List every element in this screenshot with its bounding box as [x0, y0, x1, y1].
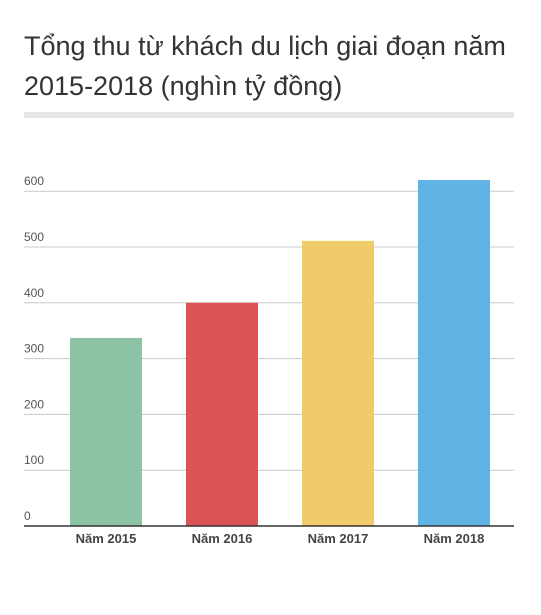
bar-1	[70, 337, 142, 526]
title-divider	[24, 112, 514, 118]
chart-title: Tổng thu từ khách du lịch giai đoạn năm …	[24, 31, 506, 101]
y-tick-label-0: 0	[24, 509, 31, 523]
bar-2	[186, 302, 258, 526]
x-tick-label-3: Năm 2017	[308, 531, 369, 546]
y-tick-label-200: 200	[24, 397, 44, 411]
category-labels: Năm 2015 Năm 2016 Năm 2017 Năm 2018	[24, 525, 514, 546]
x-tick-label-2: Năm 2016	[192, 531, 253, 546]
y-tick-label-300: 300	[24, 342, 44, 356]
x-tick-label-4: Năm 2018	[424, 531, 485, 546]
y-tick-label-100: 100	[24, 453, 44, 467]
bar-3	[302, 240, 374, 526]
y-tick-label-500: 500	[24, 230, 44, 244]
bar-4	[418, 180, 490, 527]
bars	[70, 180, 490, 527]
y-tick-label-600: 600	[24, 174, 44, 188]
y-tick-label-400: 400	[24, 286, 44, 300]
x-tick-label-1: Năm 2015	[76, 531, 137, 546]
